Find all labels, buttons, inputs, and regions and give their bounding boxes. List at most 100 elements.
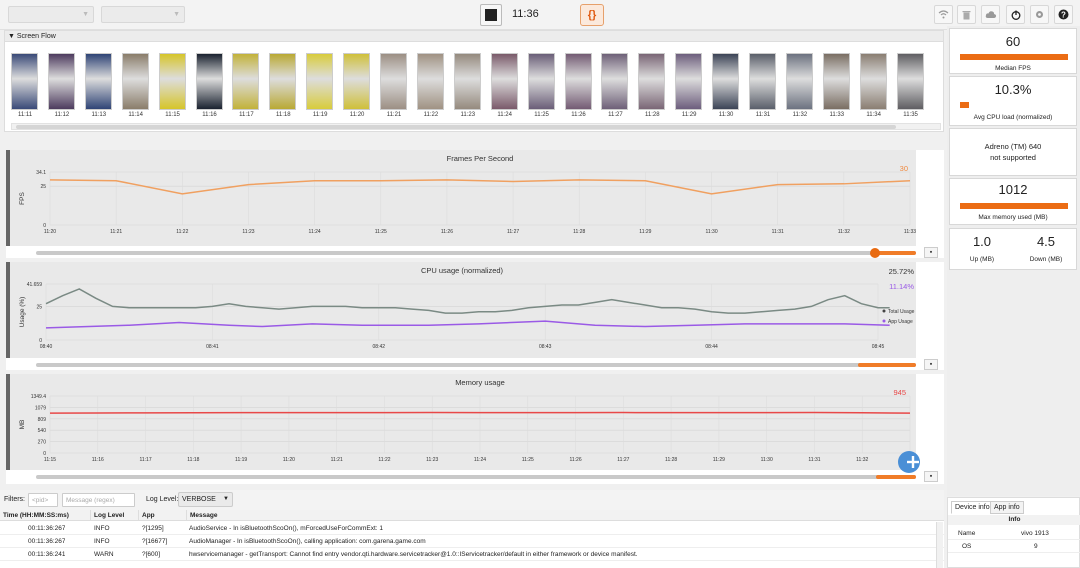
avg-cpu-card: 10.3% Avg CPU load (normalized) xyxy=(949,76,1077,126)
cpu-slider-range[interactable] xyxy=(858,363,916,367)
device-dropdown[interactable]: ▼ xyxy=(8,6,94,23)
log-filters-bar: Filters: <pid> Message (regex) Log Level… xyxy=(0,490,944,510)
app-dropdown[interactable]: ▼ xyxy=(101,6,185,23)
screen-flow-title: Screen Flow xyxy=(16,33,56,40)
screenshot-image xyxy=(306,53,334,110)
screenshot-thumbnail[interactable]: 11:12 xyxy=(44,53,80,121)
x-tick-label: 11:32 xyxy=(856,457,868,463)
fps-current-value: 30 xyxy=(900,164,908,173)
x-tick-label: 11:19 xyxy=(235,457,247,463)
chart-title: Memory usage xyxy=(455,378,505,387)
stop-recording-button[interactable] xyxy=(480,4,502,26)
column-header-time[interactable]: Time (HH:MM:SS:ms) xyxy=(0,510,91,521)
x-tick-label: 11:21 xyxy=(331,457,343,463)
screen-flow-header[interactable]: ▼ Screen Flow xyxy=(5,31,943,42)
screenshot-time-label: 11:20 xyxy=(349,112,365,118)
log-scrollbar[interactable] xyxy=(936,522,943,568)
log-time: 00:11:36:241 xyxy=(28,551,66,558)
screenshot-thumbnail[interactable]: 11:31 xyxy=(745,53,781,121)
fps-slider-handle[interactable] xyxy=(870,248,880,258)
memory-lock-button[interactable]: ▪ xyxy=(924,471,938,482)
y-tick-label: 1349.4 xyxy=(31,394,47,400)
screenshot-thumbnail[interactable]: 11:21 xyxy=(376,53,412,121)
screenshot-thumbnail[interactable]: 11:26 xyxy=(561,53,597,121)
screenshot-thumbnail[interactable]: 11:27 xyxy=(597,53,633,121)
chart-title: Frames Per Second xyxy=(447,154,514,163)
screenshot-thumbnail[interactable]: 11:19 xyxy=(302,53,338,121)
chevron-down-icon: ▼ xyxy=(82,11,89,18)
screenshot-time-label: 11:35 xyxy=(903,112,918,118)
screenshot-thumbnail[interactable]: 11:35 xyxy=(893,53,929,121)
memory-slider-range[interactable] xyxy=(876,475,916,479)
scrollbar-thumb[interactable] xyxy=(16,125,896,129)
screenshot-image xyxy=(712,53,740,110)
loglevel-select[interactable]: VERBOSE ▼ xyxy=(178,492,233,507)
screen-flow-scrollbar[interactable] xyxy=(11,123,941,130)
download-value: 4.5 xyxy=(1036,234,1056,249)
screenshot-thumbnail[interactable]: 11:28 xyxy=(634,53,670,121)
screenshot-thumbnail[interactable]: 11:34 xyxy=(856,53,892,121)
series-line-total-usage xyxy=(45,288,890,314)
screenshot-thumbnail[interactable]: 11:18 xyxy=(265,53,301,121)
table-row[interactable]: 00:11:36:241 WARN ?[600] hwservicemanage… xyxy=(0,548,944,561)
cloud-upload-icon[interactable] xyxy=(981,5,1000,24)
power-icon[interactable] xyxy=(1006,5,1025,24)
json-button[interactable]: {} xyxy=(580,4,604,26)
screenshot-time-label: 11:15 xyxy=(165,112,180,118)
screenshot-time-label: 11:29 xyxy=(681,112,697,118)
table-row[interactable]: 00:11:36:267 INFO ?[16677] AudioManager … xyxy=(0,535,944,548)
memory-current-value: 945 xyxy=(893,388,906,397)
screenshot-thumbnail[interactable]: 11:15 xyxy=(155,53,191,121)
screenshot-image xyxy=(601,53,629,110)
screenshot-thumbnail[interactable]: 11:25 xyxy=(524,53,560,121)
screenshot-thumbnail[interactable]: 11:23 xyxy=(450,53,486,121)
tab-app-info[interactable]: App info xyxy=(990,501,1024,514)
screenshot-thumbnail[interactable]: 11:17 xyxy=(228,53,264,121)
screenshot-thumbnail[interactable]: 11:30 xyxy=(708,53,744,121)
x-tick-label: 08:41 xyxy=(206,344,219,350)
fps-lock-button[interactable]: ▪ xyxy=(924,247,938,258)
tab-device-info[interactable]: Device info xyxy=(951,501,994,514)
fps-time-slider[interactable] xyxy=(36,251,916,255)
trash-icon[interactable] xyxy=(957,5,976,24)
screenshot-thumbnail[interactable]: 11:33 xyxy=(819,53,855,121)
x-tick-label: 11:28 xyxy=(665,457,677,463)
screenshot-image xyxy=(785,53,813,110)
screenshot-thumbnail[interactable]: 11:32 xyxy=(782,53,818,121)
x-tick-label: 11:20 xyxy=(44,229,56,235)
device-info-row: OS 9 xyxy=(948,540,1080,553)
y-tick-label: 0 xyxy=(43,223,46,229)
screenshot-time-label: 11:17 xyxy=(239,112,254,118)
add-marker-button[interactable] xyxy=(898,451,920,473)
table-row[interactable]: 00:11:36:267 INFO ?[1295] AudioService -… xyxy=(0,522,944,535)
screenshot-thumbnail[interactable]: 11:20 xyxy=(339,53,375,121)
screenshot-thumbnail[interactable]: 11:13 xyxy=(81,53,117,121)
screenshot-thumbnail[interactable]: 11:24 xyxy=(487,53,523,121)
memory-time-slider[interactable] xyxy=(36,475,916,479)
median-fps-bar xyxy=(960,54,1068,60)
fps-slider-range[interactable] xyxy=(874,251,916,255)
gear-icon[interactable] xyxy=(1030,5,1049,24)
column-header-level[interactable]: Log Level xyxy=(91,510,139,521)
screenshot-image xyxy=(195,53,223,110)
wifi-icon[interactable] xyxy=(934,5,953,24)
log-time: 00:11:36:267 xyxy=(28,525,66,532)
screenshot-thumbnail[interactable]: 11:14 xyxy=(118,53,154,121)
screenshot-thumbnail[interactable]: 11:11 xyxy=(7,53,43,121)
message-filter-input[interactable]: Message (regex) xyxy=(62,493,135,507)
series-line-0 xyxy=(49,179,911,195)
screenshot-time-label: 11:28 xyxy=(645,112,660,118)
cpu-lock-button[interactable]: ▪ xyxy=(924,359,938,370)
pid-filter-input[interactable]: <pid> xyxy=(28,493,58,507)
cpu-time-slider[interactable] xyxy=(36,363,916,367)
filters-label: Filters: xyxy=(4,496,25,503)
screenshot-thumbnail[interactable]: 11:29 xyxy=(671,53,707,121)
chart-title: CPU usage (normalized) xyxy=(421,266,504,275)
gpu-card: Adreno (TM) 640 not supported xyxy=(949,128,1077,176)
column-header-app[interactable]: App xyxy=(139,510,187,521)
screenshot-thumbnail[interactable]: 11:22 xyxy=(413,53,449,121)
x-tick-label: 11:31 xyxy=(808,457,820,463)
help-icon[interactable]: ? xyxy=(1054,5,1073,24)
screenshot-thumbnail[interactable]: 11:16 xyxy=(192,53,228,121)
column-header-message[interactable]: Message xyxy=(187,510,944,521)
